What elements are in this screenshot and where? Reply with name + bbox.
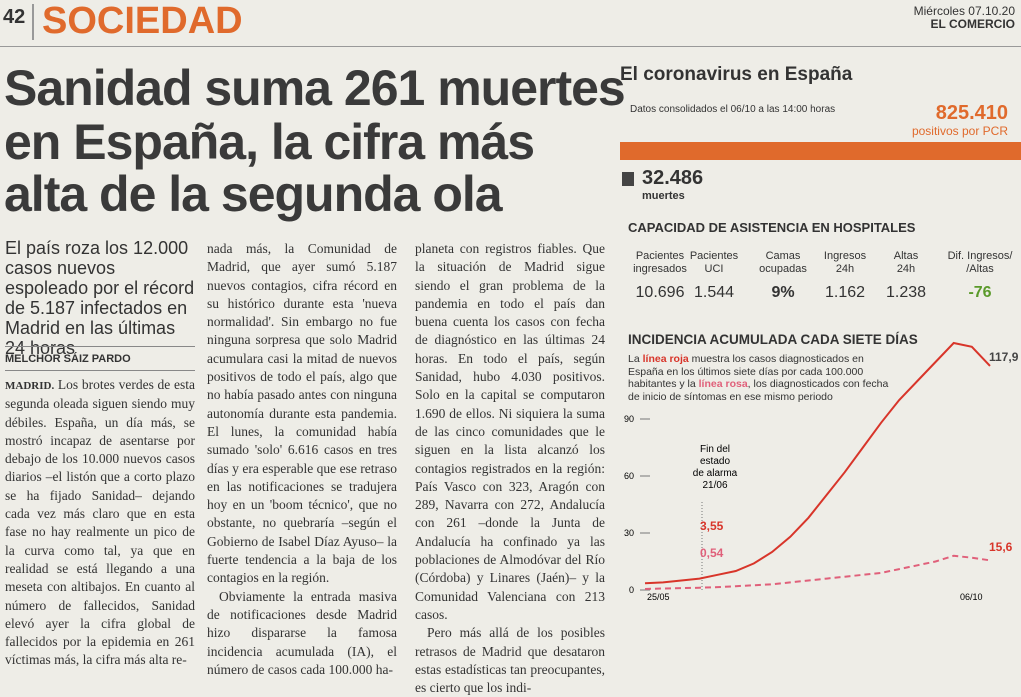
table-value: 1.162 — [824, 284, 866, 301]
table-header: UCI — [704, 263, 724, 275]
icon — [622, 172, 634, 186]
table-header: Ingresos — [823, 250, 867, 262]
table-header: Dif. Ingresos/ — [947, 250, 1013, 262]
table-header: ingresados — [633, 263, 687, 275]
table-value: -76 — [968, 284, 992, 301]
x-tick-label: 06/10 — [960, 592, 983, 602]
dateline: MADRID. — [5, 380, 55, 392]
deaths-label: muertes — [642, 190, 685, 202]
headline: en España, la cifra más — [4, 114, 535, 170]
value-label: 117,9 — [989, 350, 1019, 364]
deaths: 32.486 — [642, 167, 704, 189]
incidence-text: La línea roja muestra los casos diagnost… — [628, 353, 898, 403]
text: Los brotes verdes de esta segunda oleada… — [5, 377, 195, 668]
headline: Sanidad suma 261 muertes — [4, 60, 626, 116]
rule — [5, 370, 195, 371]
table-header: Pacientes — [635, 250, 685, 262]
column: MADRID. Los brotes verdes de esta segund… — [5, 376, 195, 670]
column: planeta con registros fiables. Que la si… — [415, 240, 605, 697]
table-value: 10.696 — [635, 284, 685, 301]
table-header: ocupadas — [759, 263, 807, 275]
table-header: Altas — [893, 250, 919, 262]
value-label: 0,54 — [700, 546, 724, 560]
page-number: 42 — [3, 6, 26, 28]
value-label: 3,55 — [700, 519, 724, 533]
text: La — [628, 353, 643, 365]
text: línea rosa — [698, 378, 748, 390]
rule — [32, 4, 34, 40]
table-header: 24h — [835, 263, 855, 275]
section: SOCIEDAD — [42, 0, 243, 42]
y-tick-label: 90 — [624, 414, 634, 424]
date: Miércoles 07.10.20 — [913, 4, 1015, 18]
y-tick-label: 0 — [629, 585, 634, 595]
paragraph: planeta con registros fiables. Que la si… — [415, 241, 605, 622]
info-title: El coronavirus en España — [620, 64, 853, 85]
text: , los diagnosticados con fecha de inicio… — [628, 378, 889, 403]
table-header: 24h — [896, 263, 916, 275]
headline: alta de la segunda ola — [4, 166, 503, 222]
rule — [0, 46, 1021, 47]
series-line — [644, 554, 991, 590]
positives-label: positivos por PCR — [911, 124, 1008, 138]
annotation: estado — [700, 456, 730, 467]
y-tick-label: 30 — [624, 528, 634, 538]
annotation: Fin del — [700, 444, 730, 455]
rule — [5, 346, 195, 347]
table-value: 1.544 — [693, 284, 735, 301]
paragraph: MADRID. Los brotes verdes de esta segund… — [5, 376, 195, 670]
table-header: /Altas — [966, 263, 994, 275]
paragraph: nada más, la Comunidad de Madrid, que ay… — [207, 241, 397, 586]
annotation: 21/06 — [702, 480, 727, 491]
annotation: de alarma — [693, 468, 738, 479]
paragraph: Obviamente la entrada masiva de notifica… — [207, 588, 397, 677]
x-tick-label: 25/05 — [647, 592, 670, 602]
table-header: Pacientes — [689, 250, 739, 262]
infographic: El coronavirus en España Datos consolida… — [612, 52, 1021, 616]
positives: 825.410 — [935, 102, 1008, 124]
paragraph: Pero más allá de los posibles retrasos d… — [415, 625, 605, 696]
table-header: Camas — [765, 250, 801, 262]
table-value: 9% — [771, 284, 795, 301]
text: línea roja — [642, 353, 689, 365]
paper: EL COMERCIO — [930, 17, 1015, 31]
y-tick-label: 60 — [624, 471, 634, 481]
series-line — [644, 341, 991, 585]
value-label: 15,6 — [989, 540, 1013, 554]
hospital-title: CAPACIDAD DE ASISTENCIA EN HOSPITALES — [628, 220, 916, 235]
table-value: 1.238 — [885, 284, 927, 301]
column: nada más, la Comunidad de Madrid, que ay… — [207, 240, 397, 679]
text: muestra los casos diagnosticados en Espa… — [628, 353, 864, 390]
byline: MELCHOR SÁIZ PARDO — [5, 353, 131, 365]
subhead: El país roza los 12.000 casos nuevos esp… — [5, 238, 195, 358]
info-note: Datos consolidados el 06/10 a las 14:00 … — [630, 104, 836, 115]
incidence-title: INCIDENCIA ACUMULADA CADA SIETE DÍAS — [628, 332, 918, 347]
bar — [620, 142, 1021, 160]
